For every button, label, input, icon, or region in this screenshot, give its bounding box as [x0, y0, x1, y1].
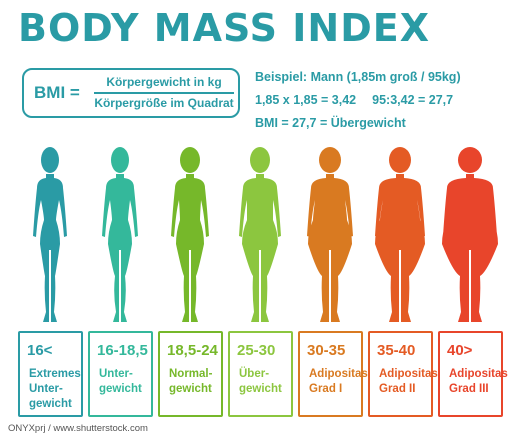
label-line2: Grad II	[379, 383, 416, 395]
example-line-3: BMI = 27,7 = Übergewicht	[255, 116, 406, 130]
body-shape	[171, 174, 209, 322]
bmi-category-box: 35-40 Adipositas Grad II	[368, 331, 438, 417]
bmi-category-label: Normal-gewicht	[169, 367, 225, 397]
example-line-2: 1,85 x 1,85 = 3,42 95:3,42 = 27,7	[255, 89, 510, 112]
label-line1: Adipositas	[449, 368, 508, 380]
label-line2: Grad III	[449, 383, 489, 395]
example-line-1: Beispiel: Mann (1,85m groß / 95kg)	[255, 70, 461, 84]
bmi-category-label: Adipositas Grad III	[449, 367, 508, 397]
body-shape	[33, 174, 67, 322]
body-shape	[442, 174, 498, 322]
label-line2: gewicht	[239, 383, 282, 395]
label-line1: Normal-	[169, 368, 213, 380]
head-shape	[41, 147, 59, 173]
example-step-b: 95:3,42 = 27,7	[372, 93, 454, 107]
body-shape	[375, 174, 425, 322]
head-shape	[319, 147, 341, 173]
body-shape	[239, 174, 281, 322]
head-shape	[389, 147, 411, 173]
bmi-range: 25-30	[237, 342, 276, 359]
silhouette-female-thin	[102, 147, 138, 322]
page-title: BODY MASS INDEX	[18, 6, 431, 50]
example-calculation: Beispiel: Mann (1,85m groß / 95kg) 1,85 …	[255, 66, 510, 135]
bmi-category-box: 40> Adipositas Grad III	[438, 331, 508, 417]
bmi-category-label: Extremes Unter-gewicht	[29, 367, 85, 412]
silhouette-row	[0, 144, 520, 326]
bmi-formula: BMI = Körpergewicht in kg Körpergröße im…	[22, 68, 240, 118]
bmi-range: 16-18,5	[97, 342, 148, 359]
bmi-range: 35-40	[377, 342, 416, 359]
bmi-category-label: Unter-gewicht	[99, 367, 155, 397]
head-shape	[180, 147, 200, 173]
fraction-line	[94, 92, 234, 94]
bmi-range: 30-35	[307, 342, 346, 359]
label-line1: Adipositas	[309, 368, 368, 380]
bmi-range: 40>	[447, 342, 473, 359]
bmi-category-box: 25-30 Über-gewicht	[228, 331, 293, 417]
bmi-category-label: Adipositas Grad I	[309, 367, 368, 397]
formula-numerator: Körpergewicht in kg	[106, 75, 222, 89]
label-line2: gewicht	[99, 383, 142, 395]
bmi-range: 16<	[27, 342, 53, 359]
silhouette-female-obese-3	[442, 147, 498, 322]
silhouette-female-obese-2	[375, 147, 425, 322]
bmi-category-box: 30-35 Adipositas Grad I	[298, 331, 368, 417]
label-line2: Grad I	[309, 383, 343, 395]
bmi-category-box: 16-18,5 Unter-gewicht	[88, 331, 153, 417]
body-shape	[102, 174, 138, 322]
label-line1: Über-	[239, 368, 270, 380]
label-line1: Extremes	[29, 368, 81, 380]
example-step-a: 1,85 x 1,85 = 3,42	[255, 93, 357, 107]
bmi-category-label: Über-gewicht	[239, 367, 295, 397]
label-line2: gewicht	[169, 383, 212, 395]
bmi-range: 18,5-24	[167, 342, 218, 359]
label-line3: gewicht	[29, 398, 72, 410]
body-shape	[307, 174, 353, 322]
head-shape	[458, 147, 482, 173]
silhouette-female-overweight	[239, 147, 281, 322]
silhouette-female-extremely-thin	[33, 147, 67, 322]
head-shape	[111, 147, 129, 173]
formula-fraction: Körpergewicht in kg Körpergröße im Quadr…	[94, 75, 234, 111]
bmi-category-box: 16< Extremes Unter-gewicht	[18, 331, 83, 417]
label-line1: Adipositas	[379, 368, 438, 380]
silhouettes-svg	[33, 147, 498, 322]
image-credit: ONYXprj / www.shutterstock.com	[8, 423, 148, 434]
silhouette-female-normal	[171, 147, 209, 322]
bmi-category-box: 18,5-24 Normal-gewicht	[158, 331, 223, 417]
label-line2: Unter-	[29, 383, 63, 395]
formula-lhs: BMI =	[34, 83, 80, 102]
silhouette-female-obese-1	[307, 147, 353, 322]
label-line1: Unter-	[99, 368, 133, 380]
bmi-category-label: Adipositas Grad II	[379, 367, 438, 397]
head-shape	[250, 147, 270, 173]
formula-denominator: Körpergröße im Quadrat	[94, 96, 234, 110]
